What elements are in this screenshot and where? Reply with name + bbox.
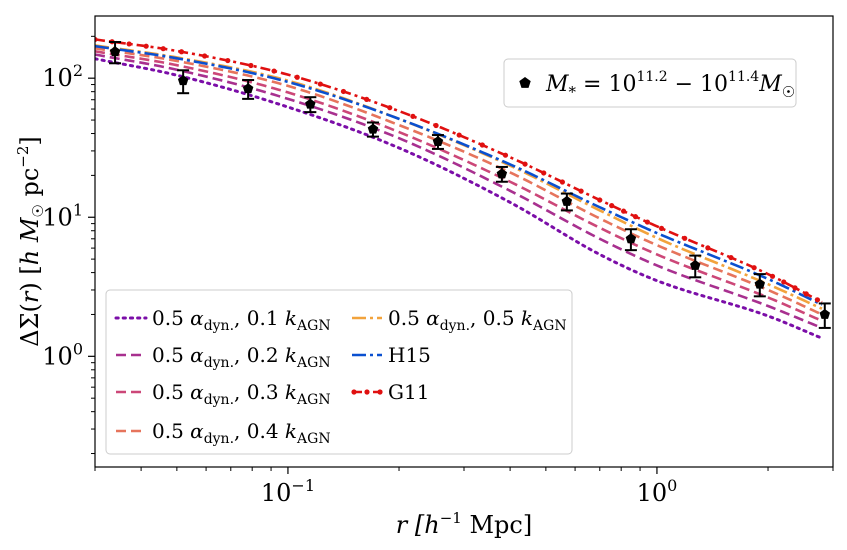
series-marker bbox=[620, 208, 627, 214]
series-marker bbox=[578, 188, 584, 194]
series-marker bbox=[522, 161, 528, 167]
x-tick-label: 100 bbox=[637, 476, 678, 507]
observation-marker bbox=[625, 233, 637, 244]
series-line-6 bbox=[95, 44, 823, 306]
series-marker bbox=[609, 203, 615, 209]
series-line-3 bbox=[95, 50, 823, 323]
series-marker bbox=[95, 36, 98, 43]
series-line-4 bbox=[95, 47, 823, 316]
series-marker bbox=[317, 81, 323, 87]
ticks bbox=[88, 35, 834, 474]
observation-points bbox=[109, 41, 831, 329]
series-marker bbox=[271, 68, 277, 74]
series-marker bbox=[803, 291, 809, 297]
series-marker bbox=[559, 179, 566, 185]
legend-models: 0.5 αdyn., 0.1 kAGN 0.5 αdyn., 0.2 kAGN 0.… bbox=[105, 289, 573, 455]
y-tick-label: 102 bbox=[42, 61, 83, 92]
legend-swatch-marker bbox=[351, 389, 357, 395]
series-marker bbox=[479, 142, 485, 148]
series-marker bbox=[658, 225, 665, 232]
series-marker bbox=[364, 96, 370, 102]
legend-label-2: 0.5 αdyn., 0.2 kAGN bbox=[152, 343, 331, 371]
observation-marker bbox=[242, 83, 254, 94]
series-marker bbox=[502, 152, 509, 158]
observation-marker bbox=[819, 308, 831, 319]
series-marker bbox=[597, 197, 603, 203]
legend-observations: M* = 1011.2 − 1011.4M☉ bbox=[503, 58, 797, 108]
series-marker bbox=[225, 57, 231, 64]
observation-marker bbox=[754, 278, 766, 289]
legend-swatch-marker bbox=[377, 389, 383, 395]
series-marker bbox=[705, 245, 711, 251]
series-marker bbox=[769, 273, 776, 279]
series-marker bbox=[387, 105, 393, 111]
series-marker bbox=[248, 62, 254, 69]
y-tick-label: 101 bbox=[42, 200, 83, 231]
y-axis-label: ΔΣ(r) [h M☉ pc−2] bbox=[14, 136, 47, 347]
observation-marker bbox=[305, 98, 316, 109]
series-marker bbox=[433, 122, 439, 129]
series-marker bbox=[792, 285, 798, 291]
series-marker bbox=[410, 113, 416, 119]
series-marker bbox=[814, 297, 821, 303]
series-marker bbox=[541, 170, 547, 176]
observation-marker bbox=[367, 123, 379, 134]
observation-marker bbox=[690, 259, 701, 270]
series-marker bbox=[294, 74, 300, 80]
series-markers-7 bbox=[95, 36, 821, 303]
observation-marker bbox=[177, 75, 189, 86]
series-marker bbox=[202, 53, 208, 59]
legend-label-3: 0.5 αdyn., 0.3 kAGN bbox=[152, 380, 331, 408]
legend-box bbox=[105, 289, 573, 455]
legend-label-6: H15 bbox=[388, 343, 431, 367]
legend-box bbox=[503, 58, 797, 108]
series-marker bbox=[178, 49, 185, 55]
series-group bbox=[95, 36, 824, 340]
legend-label-4: 0.5 αdyn., 0.4 kAGN bbox=[152, 419, 331, 447]
series-marker bbox=[728, 254, 734, 261]
observation-marker bbox=[496, 168, 508, 179]
y-tick-label: 100 bbox=[42, 339, 83, 370]
series-marker bbox=[456, 132, 462, 138]
series-line-1 bbox=[95, 57, 824, 340]
legend-label-5: 0.5 αdyn., 0.5 kAGN bbox=[388, 306, 567, 334]
series-marker bbox=[340, 88, 347, 95]
legend-label-1: 0.5 αdyn., 0.1 kAGN bbox=[152, 306, 331, 334]
x-tick-label: 10−1 bbox=[261, 476, 315, 507]
series-marker bbox=[632, 214, 639, 220]
observation-marker bbox=[561, 195, 573, 206]
legend-label-7: G11 bbox=[388, 380, 429, 404]
legend-label-observations: M* = 1011.2 − 1011.4M☉ bbox=[545, 69, 795, 101]
observation-marker bbox=[109, 46, 121, 57]
series-marker bbox=[143, 43, 149, 49]
series-marker bbox=[126, 41, 132, 47]
series-line-2 bbox=[95, 53, 823, 330]
series-marker bbox=[781, 279, 787, 285]
series-marker bbox=[751, 265, 757, 271]
legend-swatch-marker bbox=[364, 389, 370, 395]
observation-marker bbox=[432, 136, 444, 147]
series-marker bbox=[644, 219, 651, 225]
series-marker bbox=[682, 235, 688, 241]
series-marker bbox=[160, 46, 166, 52]
x-axis-label: r [h−1 Mpc] bbox=[396, 509, 532, 539]
legend-marker-pentagon bbox=[519, 77, 531, 88]
